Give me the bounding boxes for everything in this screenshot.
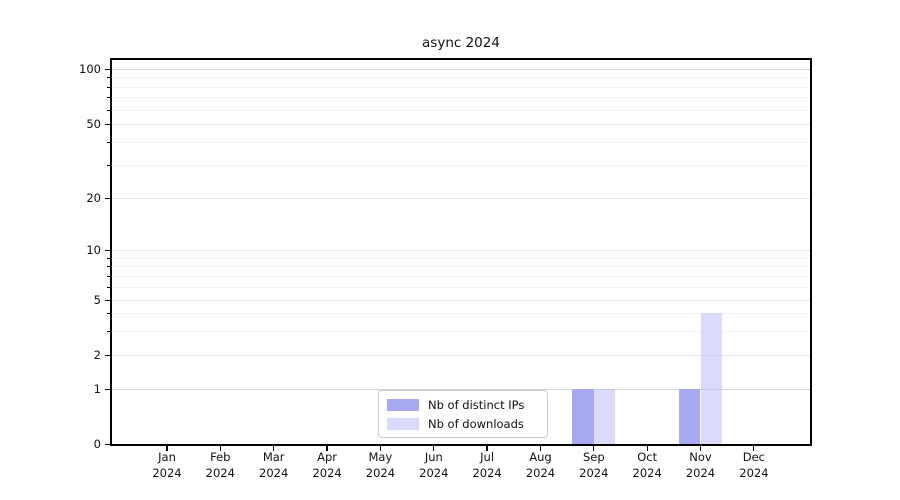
y-minor-tick-9	[107, 257, 110, 259]
x-tick-dec	[753, 446, 755, 451]
gridline-3	[112, 330, 810, 332]
y-tick-label-100: 100	[79, 61, 101, 76]
x-tick-label-apr: Apr 2024	[312, 450, 342, 480]
x-tick-label-jun: Jun 2024	[419, 450, 449, 480]
bar-sep-downloads	[593, 389, 616, 444]
gridline-10	[112, 250, 810, 251]
y-tick-label-20: 20	[86, 190, 101, 205]
y-minor-tick-70	[107, 97, 110, 99]
gridline-90	[112, 77, 810, 79]
bar-sep-distinct-ips	[572, 389, 594, 444]
chart-title: async 2024	[422, 35, 500, 51]
x-tick-label-aug: Aug 2024	[525, 450, 556, 480]
gridline-50	[112, 124, 810, 125]
legend-swatch-downloads	[387, 417, 419, 430]
y-minor-tick-30	[107, 165, 110, 167]
y-minor-tick-6	[107, 286, 110, 288]
x-tick-apr	[326, 446, 328, 451]
y-tick-50	[105, 123, 110, 125]
legend-label-downloads: Nb of downloads	[428, 416, 524, 431]
gridline-60	[112, 109, 810, 111]
y-minor-tick-4	[107, 313, 110, 315]
y-minor-tick-40	[107, 142, 110, 143]
gridline-40	[112, 142, 810, 143]
legend-row-distinct-ips: Nb of distinct IPs	[387, 398, 539, 412]
y-minor-tick-80	[107, 86, 110, 88]
x-tick-label-feb: Feb 2024	[205, 450, 235, 480]
x-tick-jun	[433, 446, 435, 451]
legend-label-distinct-ips: Nb of distinct IPs	[428, 397, 525, 412]
gridline-4	[112, 313, 810, 315]
y-minor-tick-7	[107, 275, 110, 277]
x-tick-aug	[539, 446, 542, 451]
gridline-1	[112, 389, 810, 390]
legend: Nb of distinct IPs Nb of downloads	[378, 390, 548, 438]
plot-area	[112, 60, 810, 444]
y-tick-label-2: 2	[93, 347, 101, 362]
gridline-9	[112, 257, 810, 259]
x-tick-oct	[646, 446, 648, 451]
x-tick-label-mar: Mar 2024	[259, 450, 289, 480]
x-tick-sep	[593, 446, 595, 451]
y-minor-tick-3	[107, 330, 110, 332]
legend-row-downloads: Nb of downloads	[387, 417, 539, 431]
x-tick-label-sep: Sep 2024	[579, 450, 609, 480]
bar-nov-distinct-ips	[679, 389, 701, 444]
x-tick-feb	[219, 446, 222, 451]
y-tick-label-50: 50	[86, 116, 101, 131]
y-tick-label-1: 1	[93, 381, 101, 396]
gridline-8	[112, 266, 810, 268]
y-tick-5	[105, 299, 110, 301]
gridline-80	[112, 86, 810, 88]
gridline-70	[112, 97, 810, 99]
x-tick-label-may: May 2024	[365, 450, 396, 480]
y-tick-1	[105, 388, 110, 390]
x-tick-mar	[273, 446, 275, 451]
gridline-7	[112, 275, 810, 277]
gridline-30	[112, 165, 810, 167]
y-tick-0	[105, 443, 110, 445]
gridline-100	[112, 69, 810, 70]
gridline-6	[112, 286, 810, 288]
y-tick-100	[105, 68, 110, 70]
x-tick-label-nov: Nov 2024	[685, 450, 716, 480]
gridline-5	[112, 300, 810, 301]
y-minor-tick-90	[107, 77, 110, 79]
x-tick-label-jul: Jul 2024	[472, 450, 502, 480]
legend-swatch-distinct-ips	[387, 398, 419, 411]
bar-nov-downloads	[700, 313, 722, 444]
x-tick-label-jan: Jan 2024	[152, 450, 182, 480]
gridline-20	[112, 198, 810, 199]
x-tick-jul	[486, 446, 488, 451]
x-tick-nov	[699, 446, 702, 451]
y-tick-label-10: 10	[86, 242, 101, 257]
gridline-2	[112, 355, 810, 356]
y-minor-tick-60	[107, 109, 110, 111]
y-tick-label-5: 5	[93, 292, 101, 307]
y-tick-2	[105, 354, 110, 356]
x-tick-label-oct: Oct 2024	[632, 450, 662, 480]
y-minor-tick-8	[107, 266, 110, 268]
x-tick-may	[379, 446, 382, 451]
x-tick-jan	[166, 446, 168, 451]
y-tick-20	[105, 197, 110, 199]
y-tick-10	[105, 249, 110, 251]
x-tick-label-dec: Dec 2024	[739, 450, 769, 480]
y-tick-label-0: 0	[93, 436, 101, 451]
